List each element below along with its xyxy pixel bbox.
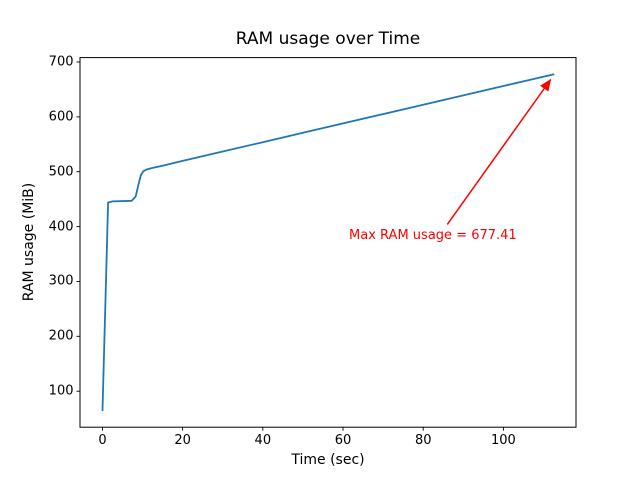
annotation-arrow: [446, 78, 552, 225]
y-tick-label: 500: [48, 164, 74, 180]
axes-frame: [79, 57, 577, 428]
ram-usage-line: [101, 73, 555, 412]
x-tick-label: 60: [334, 433, 352, 449]
chart-title: RAM usage over Time: [235, 29, 421, 49]
x-axis-label: Time (sec): [291, 452, 365, 468]
y-tick-label: 700: [48, 54, 74, 70]
y-tick-label: 100: [48, 383, 74, 399]
x-tick-label: 20: [174, 433, 191, 449]
y-tick-label: 400: [48, 219, 74, 235]
x-tick-label: 80: [414, 433, 432, 449]
x-tick-label: 0: [98, 433, 107, 449]
max-ram-annotation: Max RAM usage = 677.41: [349, 227, 517, 243]
x-tick-label: 100: [491, 433, 516, 449]
y-axis-label: RAM usage (MiB): [21, 182, 37, 302]
x-tick-label: 40: [254, 433, 272, 449]
y-tick-label: 200: [48, 328, 74, 344]
y-tick-label: 600: [48, 109, 74, 125]
y-tick-label: 300: [48, 273, 74, 289]
